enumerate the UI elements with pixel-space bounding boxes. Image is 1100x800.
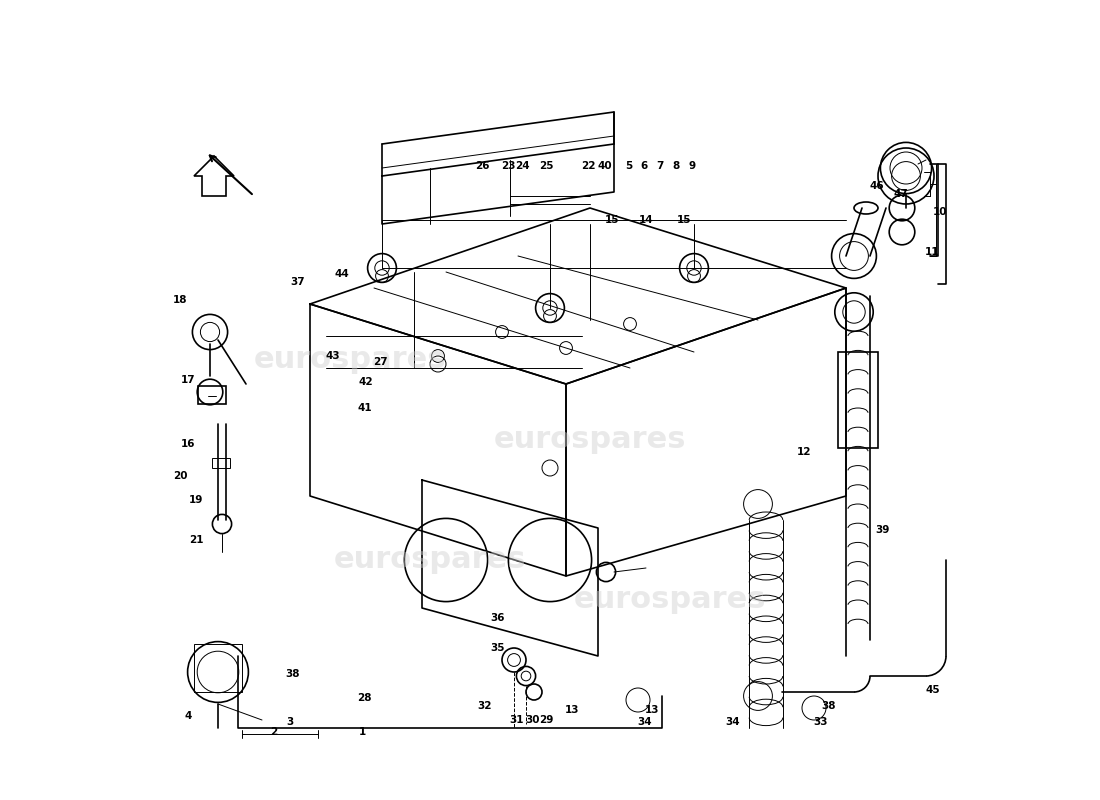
Text: 37: 37: [290, 277, 306, 286]
Text: 40: 40: [597, 161, 612, 170]
Polygon shape: [194, 156, 234, 196]
Text: 47: 47: [893, 189, 907, 198]
Text: 21: 21: [189, 535, 204, 545]
Text: 20: 20: [173, 471, 188, 481]
Text: 16: 16: [182, 439, 196, 449]
Text: 43: 43: [326, 351, 340, 361]
Text: 44: 44: [334, 269, 350, 278]
Text: 9: 9: [689, 161, 696, 170]
Text: 34: 34: [637, 717, 651, 726]
Text: 41: 41: [358, 403, 372, 413]
Text: 1: 1: [359, 727, 365, 737]
Text: 6: 6: [641, 161, 648, 170]
Text: 38: 38: [821, 701, 836, 710]
Text: 7: 7: [657, 161, 664, 170]
Text: 32: 32: [477, 701, 492, 710]
Text: 8: 8: [673, 161, 680, 170]
Text: 19: 19: [189, 495, 204, 505]
Text: 15: 15: [605, 215, 619, 225]
Text: 29: 29: [539, 715, 553, 725]
Text: eurospares: eurospares: [254, 346, 447, 374]
Text: 38: 38: [285, 669, 299, 678]
Text: 4: 4: [185, 711, 192, 721]
Text: 26: 26: [475, 161, 490, 170]
Text: 39: 39: [874, 525, 889, 534]
Text: 2: 2: [271, 727, 277, 737]
Text: 31: 31: [509, 715, 524, 725]
Text: 15: 15: [678, 215, 692, 225]
Bar: [194, 644, 242, 692]
Text: 17: 17: [182, 375, 196, 385]
Text: 13: 13: [645, 706, 660, 715]
Bar: [212, 458, 230, 468]
Text: 18: 18: [173, 295, 188, 305]
Text: 30: 30: [525, 715, 540, 725]
Text: 11: 11: [925, 247, 939, 257]
Text: 27: 27: [373, 357, 387, 366]
Text: 10: 10: [933, 207, 947, 217]
Text: 5: 5: [625, 161, 632, 170]
Text: 45: 45: [925, 685, 939, 694]
Text: 46: 46: [869, 181, 883, 190]
Text: 35: 35: [491, 643, 505, 653]
Text: 12: 12: [798, 447, 812, 457]
Text: 28: 28: [358, 693, 372, 702]
Ellipse shape: [854, 202, 878, 214]
Text: 42: 42: [359, 378, 373, 387]
Bar: [198, 386, 226, 404]
Text: 22: 22: [581, 161, 596, 170]
Text: 13: 13: [565, 706, 580, 715]
Text: 36: 36: [491, 613, 505, 622]
Text: 34: 34: [725, 717, 739, 726]
Text: 24: 24: [515, 161, 529, 170]
Text: 14: 14: [639, 215, 653, 225]
Text: eurospares: eurospares: [494, 426, 686, 454]
Text: 33: 33: [813, 717, 827, 726]
Text: eurospares: eurospares: [574, 586, 767, 614]
Text: 3: 3: [286, 718, 294, 727]
Text: 25: 25: [539, 161, 553, 170]
Bar: [838, 352, 878, 448]
Text: eurospares: eurospares: [333, 546, 526, 574]
Text: 23: 23: [502, 161, 516, 170]
